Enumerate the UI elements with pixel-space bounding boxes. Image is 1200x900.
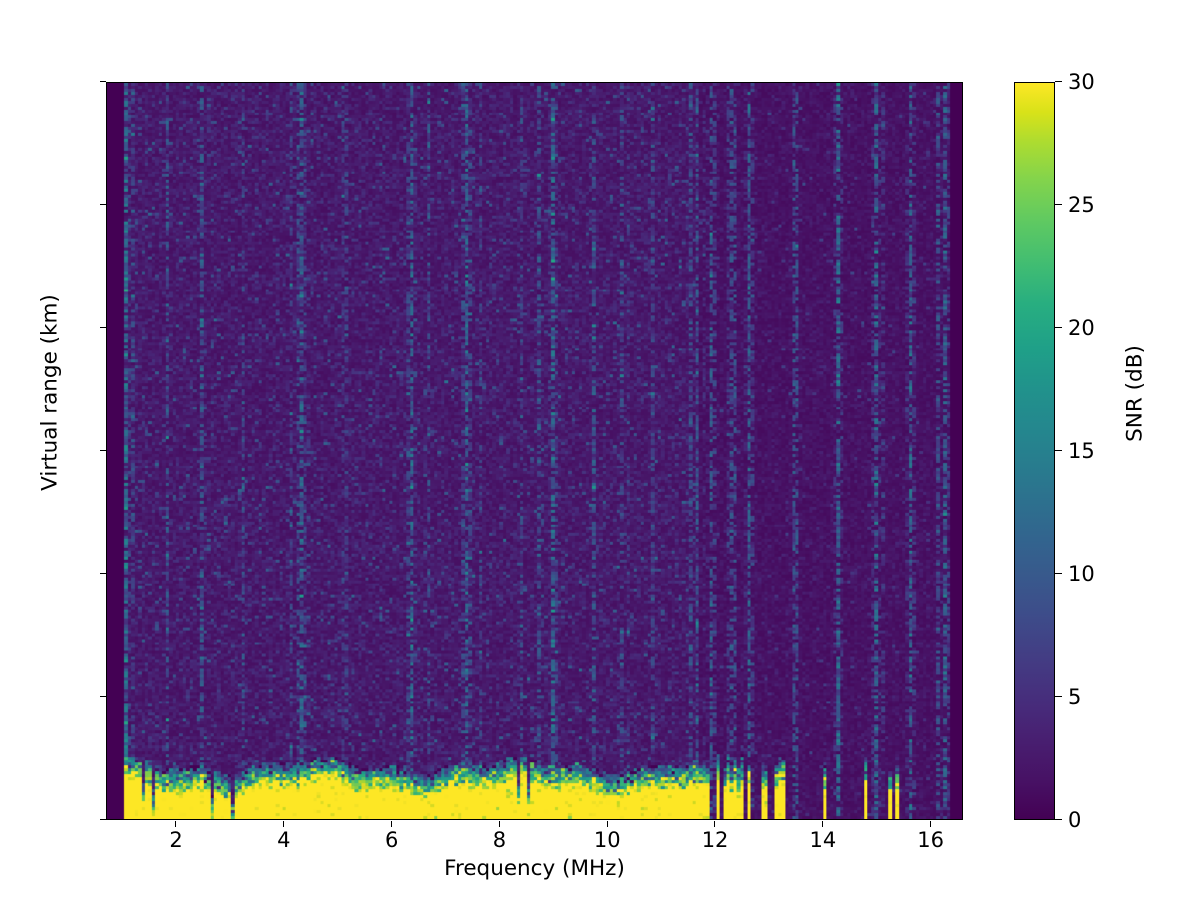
x-tick-label: 6: [384, 828, 399, 852]
colorbar-tick-label: 20: [1068, 316, 1095, 340]
y-tick-mark: [99, 450, 106, 452]
y-tick-mark: [99, 573, 106, 575]
x-tick-label: 2: [169, 828, 183, 852]
colorbar-tick-label: 10: [1068, 562, 1095, 586]
colorbar-label: SNR (dB): [1122, 345, 1148, 442]
colorbar-tick-mark: [1055, 327, 1062, 329]
colorbar-tick-mark: [1055, 450, 1062, 452]
colorbar: [1014, 82, 1055, 820]
x-tick-label: 4: [277, 828, 291, 852]
colorbar-tick-mark: [1055, 573, 1062, 575]
ionogram-heatmap-canvas: [107, 83, 962, 819]
y-tick-mark: [99, 696, 106, 698]
y-tick-mark: [99, 204, 106, 206]
x-tick-mark: [606, 820, 608, 827]
x-tick-label: 14: [809, 828, 837, 852]
colorbar-tick-mark: [1055, 81, 1062, 83]
x-tick-mark: [175, 820, 177, 827]
x-axis-label: Frequency (MHz): [444, 856, 625, 881]
y-tick-mark: [99, 327, 106, 329]
x-tick-label: 8: [492, 828, 507, 852]
colorbar-tick-label: 15: [1068, 439, 1095, 463]
colorbar-tick-label: 30: [1068, 70, 1095, 94]
x-tick-label: 10: [593, 828, 621, 852]
y-tick-mark: [99, 819, 106, 821]
colorbar-tick-mark: [1055, 204, 1062, 206]
x-tick-label: 12: [701, 828, 729, 852]
x-tick-mark: [822, 820, 824, 827]
x-tick-mark: [391, 820, 393, 827]
y-tick-mark: [99, 81, 106, 83]
x-tick-mark: [498, 820, 500, 827]
x-tick-mark: [283, 820, 285, 827]
y-axis-label: Virtual range (km): [37, 294, 63, 491]
colorbar-tick-mark: [1055, 696, 1062, 698]
colorbar-tick-label: 5: [1068, 685, 1082, 709]
colorbar-tick-label: 25: [1068, 193, 1095, 217]
ionogram-plot-area: [106, 82, 963, 820]
colorbar-tick-mark: [1055, 819, 1062, 821]
x-tick-mark: [714, 820, 716, 827]
x-tick-mark: [930, 820, 931, 827]
x-tick-label: 16: [917, 828, 945, 852]
colorbar-tick-label: 0: [1068, 808, 1082, 832]
